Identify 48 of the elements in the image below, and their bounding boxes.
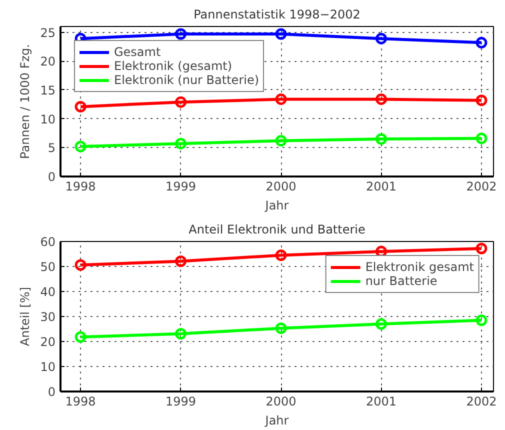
- legend-label: Elektronik (nur Batterie): [114, 73, 260, 87]
- y-tick-label: 50: [40, 260, 56, 274]
- x-tick-label: 1999: [166, 180, 196, 194]
- x-tick-label: 2000: [266, 394, 296, 408]
- y-tick-label: 5: [48, 141, 56, 156]
- x-tick-label: 2002: [466, 394, 497, 408]
- y-tick-label: 0: [48, 170, 56, 184]
- x-tick-label: 1998: [65, 394, 96, 408]
- y-axis-title: Anteil [%]: [18, 286, 32, 346]
- x-tick-label: 2002: [466, 180, 497, 194]
- point: [175, 28, 187, 40]
- y-tick-label: 25: [40, 26, 56, 40]
- point: [175, 256, 187, 267]
- legend-label: Elektronik gesamt: [365, 260, 474, 274]
- point: [175, 328, 187, 340]
- point: [375, 32, 387, 44]
- point: [275, 28, 287, 40]
- x-axis-title: Jahr: [264, 198, 289, 212]
- y-tick-label: 20: [40, 335, 56, 349]
- x-tick-label: 2000: [266, 180, 296, 194]
- x-tick-label: 1998: [65, 180, 96, 194]
- point: [175, 138, 187, 150]
- point: [375, 318, 387, 330]
- chart-title: Anteil Elektronik und Batterie: [188, 222, 366, 236]
- x-axis-title: Jahr: [264, 414, 289, 428]
- point: [275, 134, 287, 146]
- y-tick-label: 40: [40, 285, 56, 299]
- legend-label: Gesamt: [114, 45, 161, 59]
- chart-title: Pannenstatistik 1998−2002: [194, 8, 360, 22]
- y-tick-label: 20: [40, 54, 56, 69]
- y-tick-label: 10: [40, 360, 56, 374]
- point: [375, 133, 387, 145]
- y-axis-title: Pannen / 1000 Fzg.: [18, 44, 32, 159]
- point: [175, 96, 187, 108]
- y-tick-label: 60: [40, 235, 56, 249]
- x-tick-label: 2001: [366, 180, 397, 194]
- legend-label: nur Batterie: [365, 274, 438, 288]
- point: [275, 250, 287, 261]
- y-tick-label: 30: [40, 310, 56, 324]
- x-tick-label: 1999: [166, 394, 196, 408]
- y-tick-label: 15: [40, 83, 56, 98]
- point: [275, 93, 287, 105]
- point: [275, 322, 287, 334]
- point: [375, 93, 387, 105]
- x-tick-label: 2001: [366, 394, 397, 408]
- y-tick-label: 10: [40, 112, 56, 126]
- legend-label: Elektronik (gesamt): [114, 59, 232, 73]
- y-tick-label: 0: [48, 385, 56, 399]
